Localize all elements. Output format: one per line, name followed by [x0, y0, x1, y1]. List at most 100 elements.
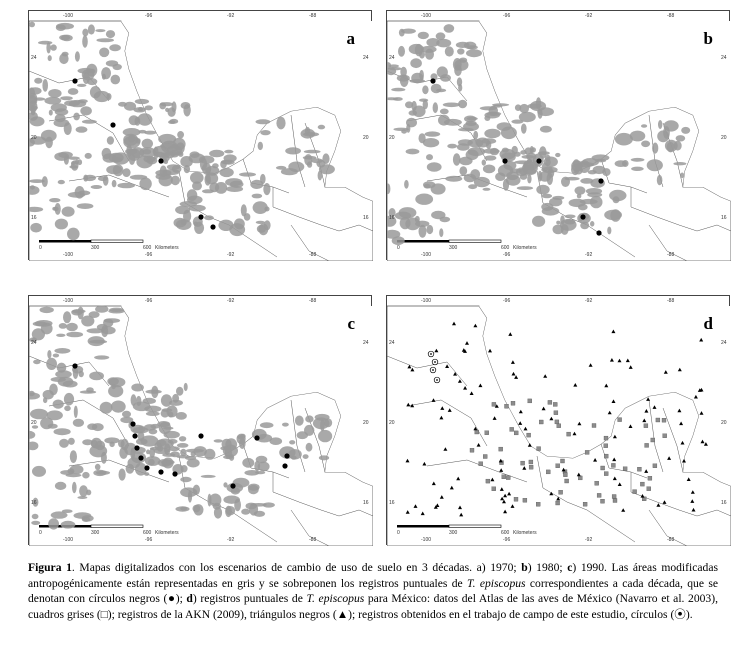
modified-area-patch — [260, 130, 271, 136]
right-tick: 20 — [721, 135, 727, 141]
modified-area-patch — [393, 97, 403, 101]
atlas-record-square — [539, 419, 544, 425]
modified-area-patch — [539, 146, 547, 159]
akn-record-triangle — [434, 348, 439, 353]
modified-area-patch — [29, 206, 44, 213]
akn-record-triangle — [405, 510, 410, 514]
modified-area-patch — [435, 32, 446, 41]
top-tick: -100 — [421, 13, 432, 19]
modified-area-patch — [205, 165, 220, 176]
modified-area-patch — [82, 471, 90, 479]
akn-record-triangle — [682, 458, 686, 463]
modified-area-patch — [501, 147, 509, 153]
akn-record-triangle — [439, 495, 444, 499]
modified-area-patch — [576, 193, 582, 199]
modified-area-patch — [443, 24, 455, 33]
bottom-tick: -100 — [421, 252, 432, 258]
atlas-record-square — [536, 446, 541, 451]
modified-area-patch — [213, 506, 223, 519]
modified-area-patch — [423, 181, 436, 189]
modified-area-patch — [607, 226, 612, 235]
modified-area-patch — [180, 102, 191, 109]
akn-record-triangle — [435, 503, 440, 507]
modified-area-patch — [527, 174, 532, 184]
record-point — [502, 158, 508, 164]
right-tick: 24 — [721, 340, 727, 346]
akn-record-triangle — [644, 469, 649, 473]
modified-area-patch — [69, 450, 77, 463]
modified-area-patch — [180, 506, 188, 511]
modified-area-patch — [176, 455, 190, 459]
modified-area-patch — [68, 437, 75, 445]
state-border — [630, 187, 680, 226]
modified-area-patch — [220, 446, 230, 451]
caption-text: ) registros puntuales de — [192, 592, 307, 606]
modified-area-patch — [528, 163, 535, 171]
modified-area-patch — [31, 337, 36, 342]
modified-area-patch — [144, 456, 161, 466]
right-tick: 24 — [363, 340, 369, 346]
modified-area-patch — [387, 215, 397, 227]
caption-letter-b: b — [521, 561, 528, 574]
akn-record-triangle — [577, 421, 582, 426]
modified-area-patch — [463, 173, 477, 183]
atlas-record-square — [485, 478, 491, 484]
modified-area-patch — [432, 102, 438, 114]
modified-area-patch — [541, 193, 553, 199]
state-border — [406, 399, 488, 447]
record-point — [282, 463, 288, 469]
modified-area-patch — [136, 395, 142, 407]
modified-area-patch — [172, 393, 180, 403]
modified-area-patch — [29, 87, 42, 95]
modified-area-patch — [549, 197, 563, 207]
modified-area-patch — [580, 178, 594, 184]
modified-area-patch — [255, 455, 268, 464]
caption-text: . Mapas digitalizados con los escenarios… — [71, 561, 522, 574]
bottom-tick: -96 — [145, 537, 153, 543]
modified-area-patch — [245, 502, 257, 510]
modified-area-patch — [234, 218, 245, 230]
modified-area-patch — [176, 142, 185, 154]
modified-area-patch — [263, 220, 271, 231]
caption-text: ) 1990. Las áreas modificadas antropogén… — [28, 561, 718, 590]
modified-area-patch — [303, 149, 321, 154]
akn-record-triangle — [593, 458, 598, 462]
state-border — [272, 472, 322, 511]
bottom-tick: -88 — [309, 252, 317, 258]
atlas-record-square — [558, 490, 563, 495]
modified-area-patch — [256, 433, 273, 443]
modified-area-patch — [160, 409, 170, 418]
modified-area-patch — [90, 185, 103, 189]
akn-record-triangle — [406, 402, 411, 407]
modified-area-patch — [388, 64, 399, 68]
modified-area-patch — [220, 160, 227, 169]
modified-area-patch — [60, 470, 74, 475]
scale-label: Kilometers — [155, 530, 179, 536]
modified-area-patch — [236, 433, 246, 445]
modified-area-patch — [560, 224, 569, 235]
modified-area-patch — [673, 140, 682, 151]
map-panel-d: d -100 -96 -92 -88 -100 -96 -92 -88 24 2… — [386, 295, 731, 546]
modified-area-patch — [426, 224, 434, 235]
modified-area-patch — [146, 156, 158, 165]
modified-area-patch — [61, 51, 69, 57]
modified-area-patch — [280, 168, 298, 176]
atlas-record-square — [522, 498, 528, 503]
modified-area-patch — [305, 442, 313, 452]
modified-area-patch — [585, 188, 603, 195]
atlas-record-square — [483, 454, 488, 459]
record-point — [158, 158, 164, 164]
akn-record-triangle — [469, 391, 474, 395]
top-tick: -88 — [667, 13, 675, 19]
modified-area-patch — [204, 215, 214, 221]
modified-area-patch — [537, 170, 543, 182]
state-border — [662, 407, 684, 473]
modified-area-patch — [29, 185, 40, 195]
atlas-record-square — [528, 465, 534, 470]
akn-record-triangle — [652, 405, 657, 409]
modified-area-patch — [164, 151, 175, 159]
right-tick: 16 — [363, 215, 369, 221]
top-tick: -88 — [309, 13, 317, 19]
modified-area-patch — [81, 119, 97, 124]
akn-record-triangle — [433, 505, 438, 509]
